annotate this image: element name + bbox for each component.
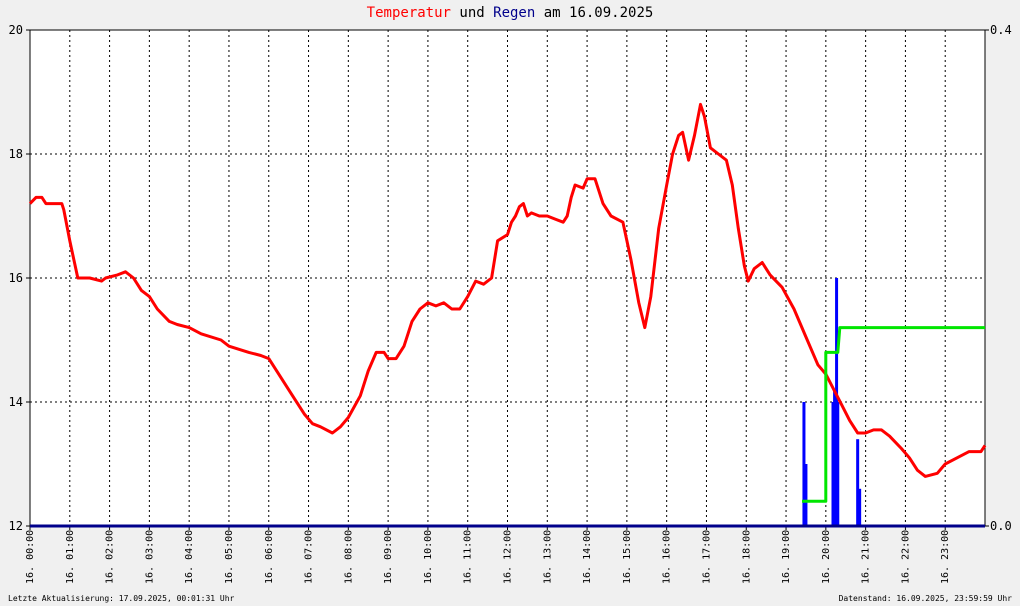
- y-tick-label-left: 18: [9, 147, 23, 161]
- y-tick-label-right: 0.0: [990, 519, 1012, 533]
- x-tick-label: 16. 18:00: [741, 530, 752, 584]
- y-tick-label-left: 12: [9, 519, 23, 533]
- rain-sum-line: [802, 326, 985, 503]
- data-status-text: Datenstand: 16.09.2025, 23:59:59 Uhr: [838, 594, 1012, 603]
- y-tick-label-left: 20: [9, 23, 23, 37]
- x-tick-label: 16. 11:00: [463, 530, 474, 584]
- x-tick-label: 16. 08:00: [343, 530, 354, 584]
- x-tick-label: 16. 13:00: [542, 530, 553, 584]
- x-tick-label: 16. 09:00: [383, 530, 394, 584]
- x-tick-label: 16. 20:00: [821, 530, 832, 584]
- y-tick-label-left: 16: [9, 271, 23, 285]
- x-tick-label: 16. 19:00: [781, 530, 792, 584]
- rain-bar: [804, 464, 808, 526]
- x-tick-label: 16. 03:00: [144, 530, 155, 584]
- x-tick-label: 16. 10:00: [423, 530, 434, 584]
- x-tick-label: 16. 01:00: [65, 530, 76, 584]
- rain-bar: [858, 488, 862, 526]
- chart-title: Temperatur und Regen am 16.09.2025: [0, 5, 1020, 21]
- x-tick-label: 16. 17:00: [701, 530, 712, 584]
- x-tick-label: 16. 05:00: [224, 530, 235, 584]
- x-tick-label: 16. 16:00: [662, 530, 673, 584]
- x-tick-label: 16. 07:00: [304, 530, 315, 584]
- x-tick-label: 16. 04:00: [184, 530, 195, 584]
- last-update-text: Letzte Aktualisierung: 17.09.2025, 00:01…: [8, 594, 235, 603]
- x-tick-label: 16. 00:00: [25, 530, 36, 584]
- title-date: am 16.09.2025: [543, 5, 654, 21]
- title-und: und: [459, 5, 485, 21]
- x-tick-label: 16. 12:00: [503, 530, 514, 584]
- y-tick-label-right: 0.4: [990, 23, 1012, 37]
- x-tick-label: 16. 02:00: [105, 530, 116, 584]
- title-regen: Regen: [493, 5, 536, 21]
- x-tick-label: 16. 15:00: [622, 530, 633, 584]
- rain-bar: [831, 402, 835, 526]
- x-tick-label: 16. 23:00: [940, 530, 951, 584]
- rain-bar: [856, 439, 860, 526]
- y-tick-label-left: 14: [9, 395, 23, 409]
- temperature-line: [28, 102, 987, 478]
- x-tick-label: 16. 14:00: [582, 530, 593, 584]
- x-tick-label: 16. 06:00: [264, 530, 275, 584]
- rain-bar: [833, 389, 837, 526]
- rain-bar: [802, 402, 806, 526]
- x-tick-label: 16. 21:00: [861, 530, 872, 584]
- title-temperature: Temperatur: [366, 5, 451, 21]
- x-tick-label: 16. 22:00: [900, 530, 911, 584]
- rain-bar: [836, 402, 840, 526]
